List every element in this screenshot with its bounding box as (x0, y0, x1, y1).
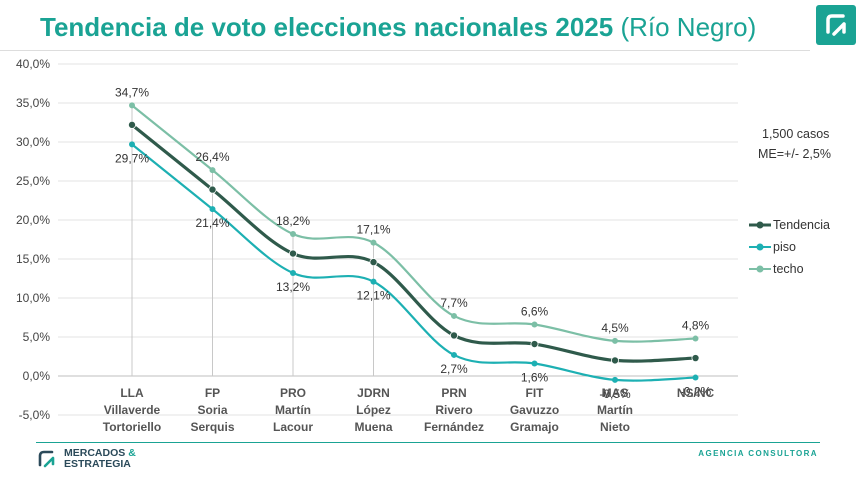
x-category-label: Rivero (435, 403, 472, 417)
data-label-piso: 29,7% (115, 151, 149, 165)
mercados-estrategia-logo-icon (816, 5, 856, 45)
x-category-label: Villaverde (104, 403, 161, 417)
data-point-tendencia (691, 354, 700, 363)
y-tick-label: 25,0% (16, 174, 50, 188)
data-label-piso: 13,2% (276, 280, 310, 294)
title-bar: Tendencia de voto elecciones nacionales … (0, 0, 862, 52)
x-category-label: Tortoriello (103, 420, 161, 434)
data-label-piso: -0,5% (599, 387, 631, 401)
data-label-techo: 17,1% (356, 223, 390, 237)
legend-marker-tendencia (756, 221, 764, 229)
brand-logo: MERCADOS & ESTRATEGIA (36, 448, 136, 470)
x-category-label: PRN (441, 386, 466, 400)
legend-label-techo: techo (773, 262, 804, 276)
x-category-label: JDRN (357, 386, 390, 400)
data-point-piso (209, 206, 216, 213)
x-category-label: Martín (275, 403, 311, 417)
x-category-label: FP (205, 386, 220, 400)
x-category-label: Serquis (190, 420, 234, 434)
y-tick-label: 40,0% (16, 57, 50, 71)
vote-trend-chart: 34,7% 26,4% 18,2% 17,1% 7,7% 6,6% 4,5% 4,8% 29,7… (16, 57, 831, 434)
data-point-techo (290, 231, 296, 238)
data-point-techo (692, 335, 699, 342)
data-label-techo: 26,4% (195, 150, 229, 164)
data-point-piso (692, 374, 699, 381)
data-point-piso (290, 270, 296, 277)
data-label-techo: 6,6% (521, 305, 549, 319)
data-point-piso (451, 351, 457, 358)
data-label-techo: 4,8% (682, 319, 710, 333)
x-category-label: Nieto (600, 420, 630, 434)
data-point-tendencia (127, 120, 136, 129)
data-point-piso (612, 376, 618, 383)
brand-amp: & (128, 447, 136, 459)
data-label-piso: 2,7% (440, 362, 468, 376)
y-tick-label: -5,0% (19, 408, 51, 422)
data-point-tendencia (449, 331, 458, 340)
data-label-techo: 34,7% (115, 85, 149, 99)
legend-label-tendencia: Tendencia (773, 218, 830, 232)
x-category-label: Lacour (273, 420, 313, 434)
data-point-techo (531, 321, 538, 328)
data-label-piso: 12,1% (356, 289, 390, 303)
series-line-techo (131, 104, 696, 343)
x-category-label: NS/NC (677, 386, 715, 400)
data-label-techo: 4,5% (601, 321, 629, 335)
y-tick-label: 20,0% (16, 213, 50, 227)
x-category-label: MAS (602, 386, 629, 400)
data-point-tendencia (208, 185, 217, 194)
data-point-piso (531, 360, 538, 367)
title-sub: (Río Negro) (620, 12, 757, 42)
y-tick-label: 35,0% (16, 96, 50, 110)
y-tick-label: 30,0% (16, 135, 50, 149)
x-category-label: Martín (597, 403, 633, 417)
margin-of-error-note: ME=+/- 2,5% (758, 147, 831, 161)
data-label-techo: 7,7% (440, 296, 468, 310)
data-point-techo (370, 239, 377, 246)
data-point-techo (612, 337, 618, 344)
x-category-label: Gavuzzo (510, 403, 559, 417)
data-label-piso: 1,6% (521, 371, 549, 385)
y-tick-label: 10,0% (16, 291, 50, 305)
legend-marker-piso (756, 243, 764, 251)
data-label-piso: 21,4% (195, 216, 229, 230)
x-category-label: FIT (526, 386, 545, 400)
brand-mark-icon (38, 450, 55, 468)
agency-tagline: AGENCIA CONSULTORA (698, 449, 818, 458)
x-category-label: Gramajo (510, 420, 559, 434)
data-point-techo (451, 312, 457, 319)
footer-divider (36, 442, 820, 443)
legend-marker-techo (756, 265, 764, 273)
x-category-label: Muena (354, 420, 392, 434)
y-tick-label: 15,0% (16, 252, 50, 266)
data-point-techo (129, 102, 135, 109)
data-label-techo: 18,2% (276, 214, 310, 228)
brand-name: MERCADOS & ESTRATEGIA (64, 448, 136, 470)
legend-label-piso: piso (773, 240, 796, 254)
data-point-tendencia (369, 258, 378, 267)
brand-line2: ESTRATEGIA (64, 458, 131, 470)
x-category-label: LLA (120, 386, 144, 400)
title-main: Tendencia de voto elecciones nacionales … (40, 12, 614, 42)
x-category-label: Fernández (424, 420, 484, 434)
x-category-label: López (356, 403, 391, 417)
x-category-label: Soria (197, 403, 227, 417)
title-divider (0, 50, 810, 51)
data-point-piso (129, 141, 135, 148)
series-line-piso (131, 143, 696, 382)
page-title: Tendencia de voto elecciones nacionales … (40, 12, 756, 43)
y-tick-label: 0,0% (23, 369, 51, 383)
x-category-label: PRO (280, 386, 306, 400)
data-point-tendencia (611, 356, 620, 365)
data-label-piso: -0,2% (680, 385, 712, 399)
data-point-tendencia (530, 340, 539, 349)
data-point-piso (370, 278, 377, 285)
data-point-techo (209, 167, 216, 174)
sample-size-note: 1,500 casos (762, 127, 829, 141)
y-tick-label: 5,0% (23, 330, 51, 344)
brand-line1: MERCADOS (64, 447, 126, 459)
data-point-tendencia (288, 249, 297, 258)
